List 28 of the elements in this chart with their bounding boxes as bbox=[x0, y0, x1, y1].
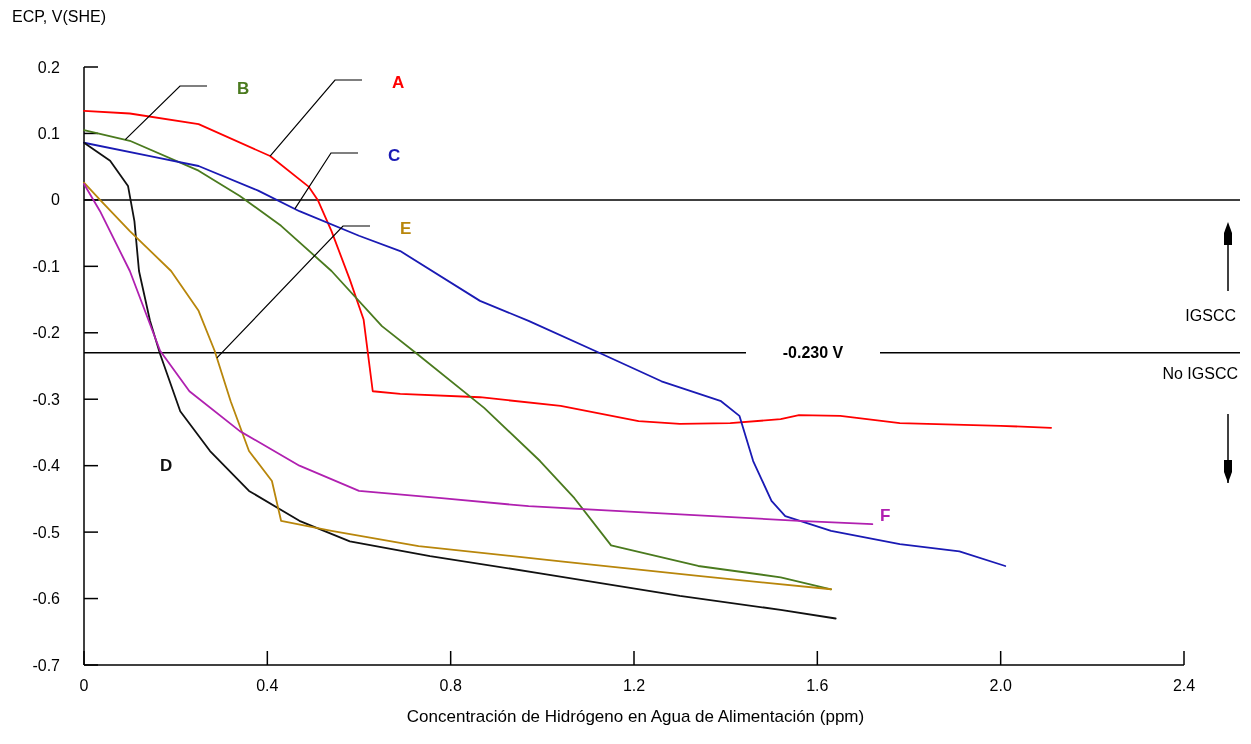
series-label: F bbox=[880, 505, 891, 525]
y-tick-label: -0.3 bbox=[32, 390, 61, 408]
y-tick-label: 0.2 bbox=[37, 58, 61, 76]
x-tick-label: 0.4 bbox=[256, 677, 279, 694]
y-tick-label: -0.7 bbox=[32, 656, 61, 674]
text: A bbox=[392, 72, 405, 92]
x-tick-label: 2.0 bbox=[989, 677, 1012, 694]
x-axis-title: Concentración de Hidrógeno en Agua de Alimentación (ppm) bbox=[406, 707, 865, 726]
annotation: No IGSCC bbox=[1162, 364, 1238, 382]
x-tick-label: 0.8 bbox=[439, 677, 462, 694]
y-tick-label: -0.1 bbox=[32, 257, 61, 275]
text: E bbox=[400, 218, 412, 238]
ref-line-label: -0.230 V bbox=[782, 344, 844, 362]
x-tick-label: 2.4 bbox=[1172, 677, 1196, 694]
y-tick-label: 0.1 bbox=[37, 125, 61, 143]
x-tick-label: 1.6 bbox=[806, 677, 829, 694]
series-label: D bbox=[160, 455, 173, 475]
y-tick-label: -0.5 bbox=[32, 523, 61, 541]
y-tick-label: -0.2 bbox=[32, 324, 61, 342]
y-axis-title: ECP, V(SHE) bbox=[12, 8, 106, 25]
text: IGSCC bbox=[1185, 306, 1236, 324]
text: B bbox=[237, 78, 250, 98]
y-tick-label: -0.6 bbox=[32, 590, 61, 608]
x-tick-label: 1.2 bbox=[622, 677, 646, 694]
x-tick-label: 0 bbox=[79, 677, 89, 694]
y-tick-label: -0.4 bbox=[32, 457, 61, 475]
text: C bbox=[388, 145, 401, 165]
y-tick-label: 0 bbox=[51, 191, 61, 209]
